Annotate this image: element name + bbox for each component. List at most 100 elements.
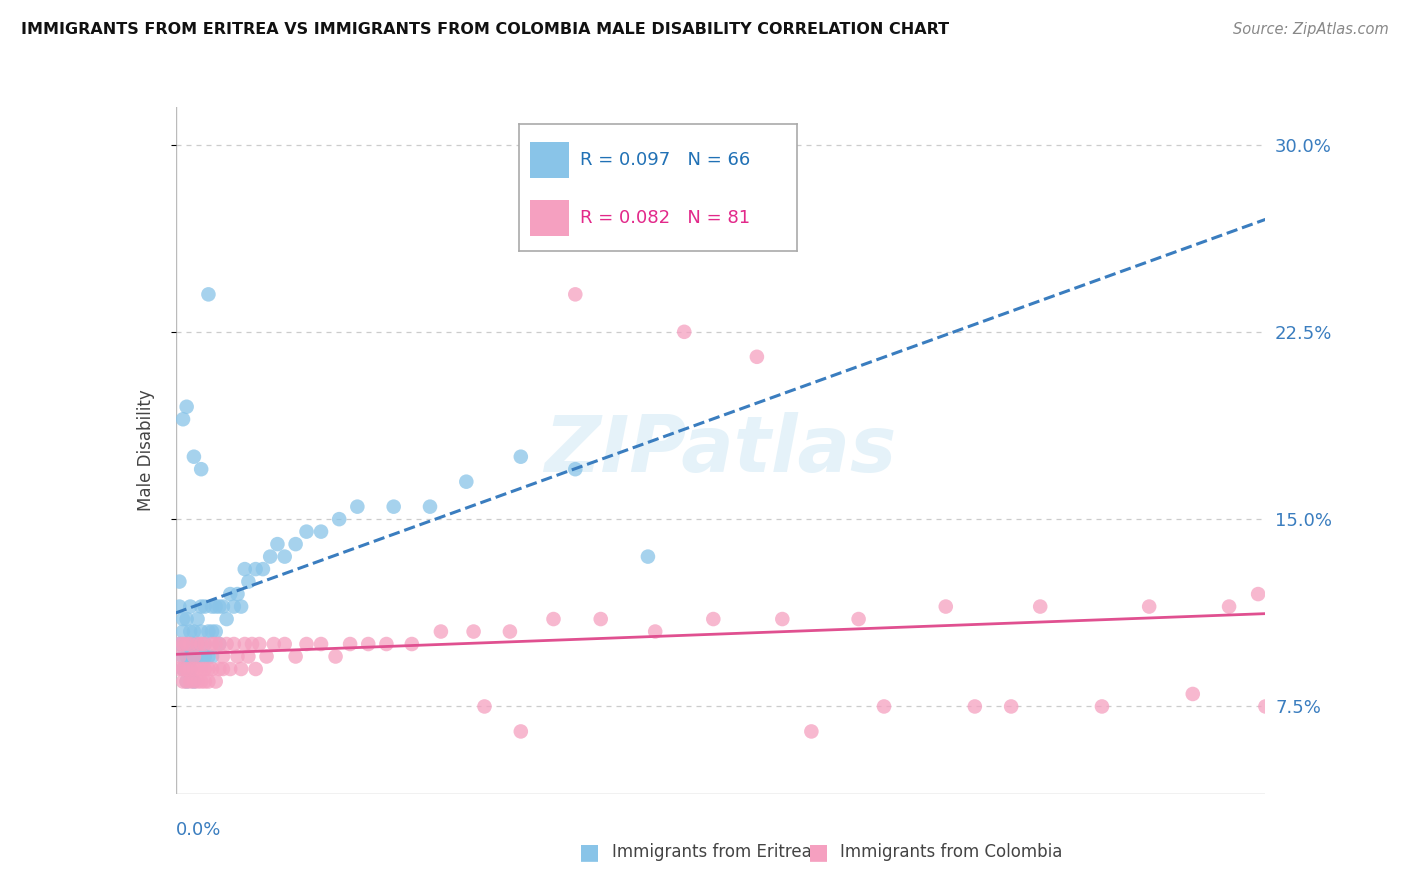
Point <box>172 637 194 651</box>
Point <box>179 662 201 676</box>
Point <box>1218 599 1240 614</box>
Point <box>309 524 332 539</box>
Point <box>673 325 696 339</box>
Point <box>169 649 191 664</box>
Point <box>1000 699 1022 714</box>
Point <box>238 574 260 589</box>
Point <box>204 624 226 639</box>
Point <box>208 637 231 651</box>
Point <box>190 599 212 614</box>
Point <box>179 674 201 689</box>
Point <box>284 537 307 551</box>
Point <box>190 674 212 689</box>
Point <box>186 649 209 664</box>
Point <box>183 662 205 676</box>
Point <box>1091 699 1114 714</box>
Point <box>215 637 238 651</box>
Point <box>295 524 318 539</box>
Point <box>190 637 212 651</box>
Point <box>190 624 212 639</box>
Point <box>848 612 870 626</box>
Point <box>509 450 531 464</box>
Point <box>176 649 198 664</box>
Point <box>873 699 896 714</box>
Point <box>169 637 191 651</box>
Point <box>266 537 288 551</box>
Text: Source: ZipAtlas.com: Source: ZipAtlas.com <box>1233 22 1389 37</box>
Point <box>204 637 226 651</box>
Point <box>179 662 201 676</box>
Point <box>190 462 212 476</box>
Text: Immigrants from Eritrea: Immigrants from Eritrea <box>612 843 811 862</box>
Point <box>194 599 217 614</box>
Point <box>194 637 217 651</box>
Point <box>194 662 217 676</box>
Point <box>252 562 274 576</box>
Point <box>935 599 957 614</box>
Point <box>1137 599 1160 614</box>
Point <box>186 637 209 651</box>
Point <box>172 624 194 639</box>
Point <box>295 637 318 651</box>
Point <box>194 649 217 664</box>
Point <box>176 612 198 626</box>
Point <box>179 599 201 614</box>
Point <box>176 662 198 676</box>
Point <box>176 674 198 689</box>
Text: ZIPatlas: ZIPatlas <box>544 412 897 489</box>
Point <box>245 662 267 676</box>
Point <box>233 562 256 576</box>
Point <box>201 662 224 676</box>
Point <box>169 637 191 651</box>
Point <box>430 624 453 639</box>
Point <box>179 637 201 651</box>
Point <box>222 637 245 651</box>
Point <box>197 624 219 639</box>
Point <box>197 649 219 664</box>
Point <box>190 662 212 676</box>
Point <box>172 649 194 664</box>
Point <box>456 475 478 489</box>
Point <box>226 649 249 664</box>
Point <box>770 612 793 626</box>
Point <box>274 549 297 564</box>
Point <box>499 624 522 639</box>
Point <box>231 599 253 614</box>
Point <box>201 637 224 651</box>
Text: 0.0%: 0.0% <box>176 822 221 839</box>
Point <box>186 662 209 676</box>
Point <box>274 637 297 651</box>
Point <box>231 662 253 676</box>
Point <box>208 662 231 676</box>
Point <box>197 674 219 689</box>
Point <box>339 637 361 651</box>
Point <box>172 612 194 626</box>
Point <box>543 612 565 626</box>
Point <box>564 287 586 301</box>
Point <box>745 350 768 364</box>
Point <box>346 500 368 514</box>
Point <box>215 612 238 626</box>
Point <box>247 637 270 651</box>
Point <box>509 724 531 739</box>
Point <box>176 637 198 651</box>
Point <box>325 649 347 664</box>
Point <box>238 649 260 664</box>
Point <box>183 450 205 464</box>
Point <box>179 624 201 639</box>
Point <box>183 674 205 689</box>
Point <box>589 612 612 626</box>
Point <box>201 599 224 614</box>
Point <box>245 562 267 576</box>
Point <box>169 574 191 589</box>
Point <box>208 637 231 651</box>
Point <box>212 662 235 676</box>
Point <box>183 637 205 651</box>
Point <box>1247 587 1270 601</box>
Point <box>190 649 212 664</box>
Point <box>204 674 226 689</box>
Point <box>637 549 659 564</box>
Text: ■: ■ <box>579 842 600 863</box>
Point <box>963 699 986 714</box>
Point <box>183 624 205 639</box>
